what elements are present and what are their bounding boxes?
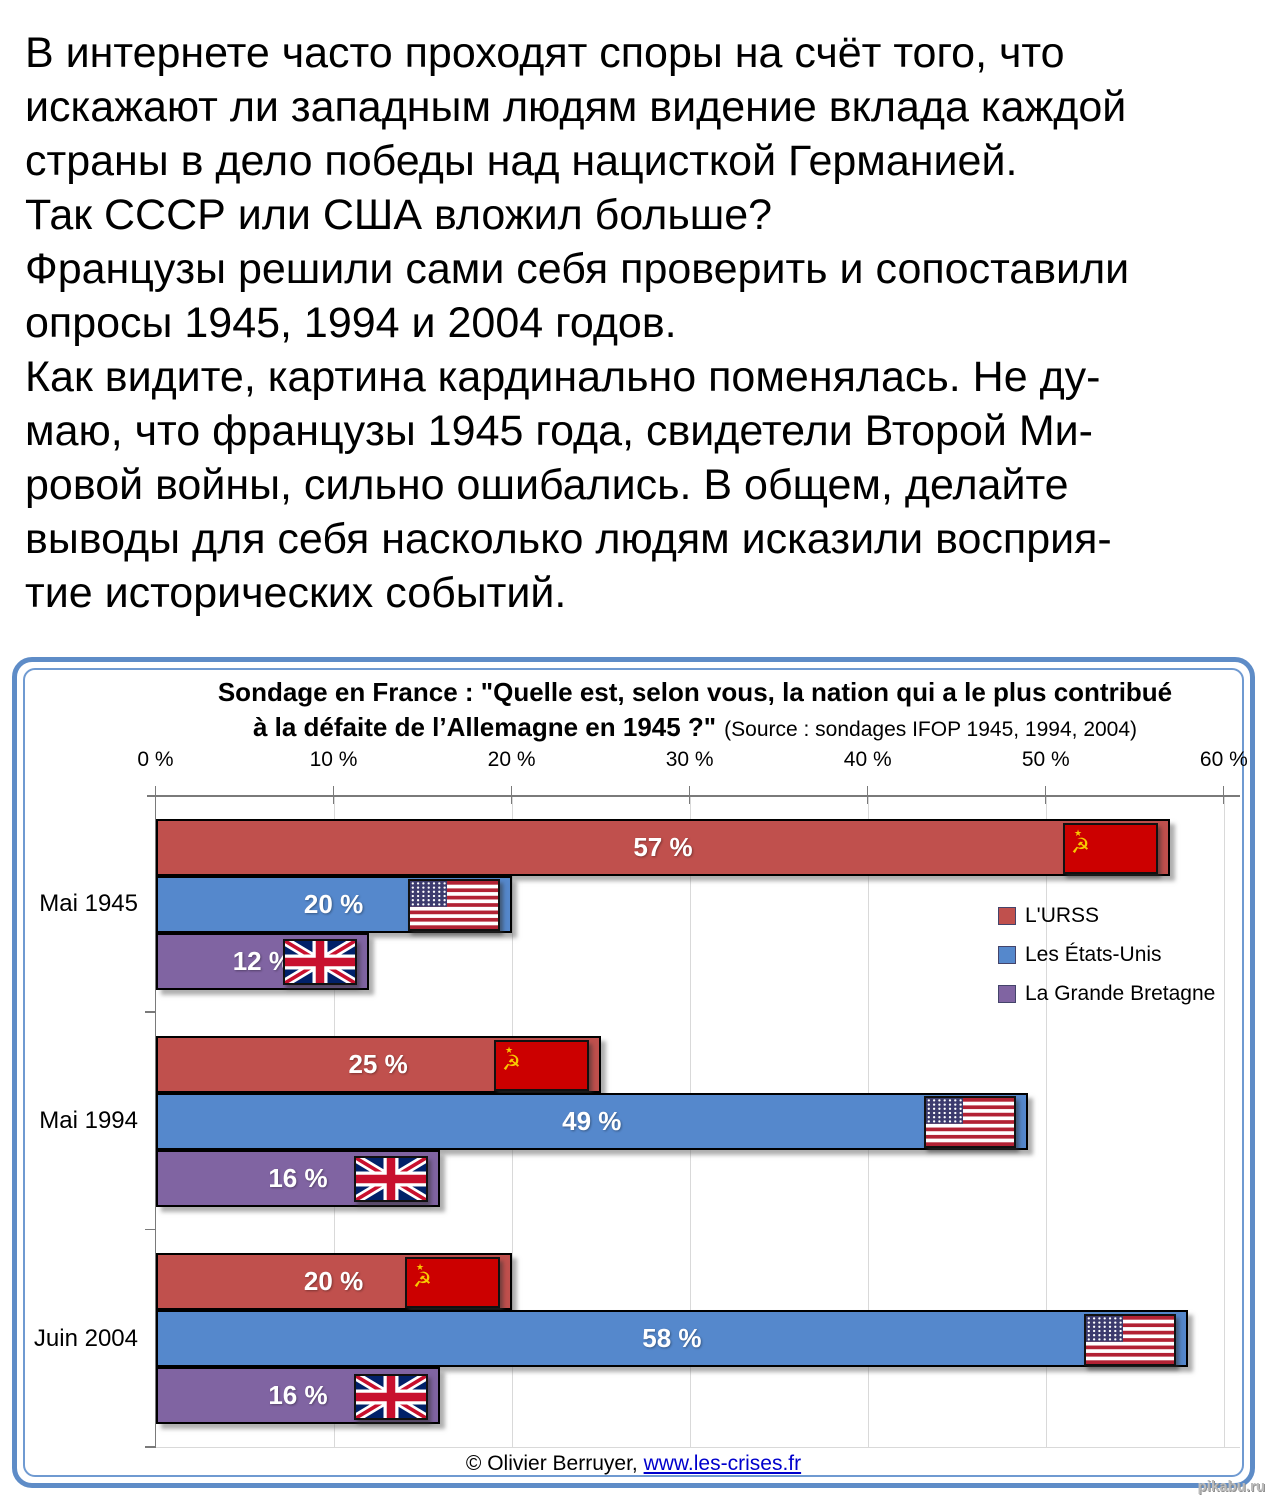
intro-line: Французы решили сами себя проверить и со… (25, 245, 1130, 293)
intro-line: тие исторических событий. (25, 569, 567, 617)
intro-line: В интернете часто проходят споры на счёт… (25, 29, 1065, 77)
intro-line: выводы для себя насколько людям исказили… (25, 515, 1112, 563)
intro-line: страны в дело победы над нацисткой Герма… (25, 137, 1018, 185)
intro-line: Так СССР или США вложил больше? (25, 191, 773, 239)
chart-title: Sondage en France : "Quelle est, selon v… (120, 674, 1270, 747)
intro-text: В интернете часто проходят споры на счёт… (25, 26, 1129, 620)
intro-line: Как видите, картина кардинально поменяла… (25, 353, 1101, 401)
intro-line: маю, что французы 1945 года, свидетели В… (25, 407, 1093, 455)
chart-frame-inner (23, 668, 1244, 1477)
chart-frame (12, 657, 1255, 1488)
footer-link[interactable]: www.les-crises.fr (643, 1452, 802, 1475)
watermark: pikabu.ru (1197, 1478, 1265, 1495)
intro-line: ровой войны, сильно ошибались. В общем, … (25, 461, 1069, 509)
intro-line: искажают ли западным людям видение вклад… (25, 83, 1127, 131)
chart-title-line1: Sondage en France : "Quelle est, selon v… (217, 677, 1173, 707)
footer-credit: © Olivier Berruyer, (465, 1452, 638, 1475)
chart-title-line2: à la défaite de l’Allemagne en 1945 ?" (S… (120, 710, 1270, 747)
chart-title-source: (Source : sondages IFOP 1945, 1994, 2004… (724, 718, 1138, 741)
chart-footer: © Olivier Berruyer, www.les-crises.fr (12, 1452, 1255, 1476)
chart-title-question: à la défaite de l’Allemagne en 1945 ?" (252, 712, 717, 742)
intro-line: опросы 1945, 1994 и 2004 годов. (25, 299, 677, 347)
